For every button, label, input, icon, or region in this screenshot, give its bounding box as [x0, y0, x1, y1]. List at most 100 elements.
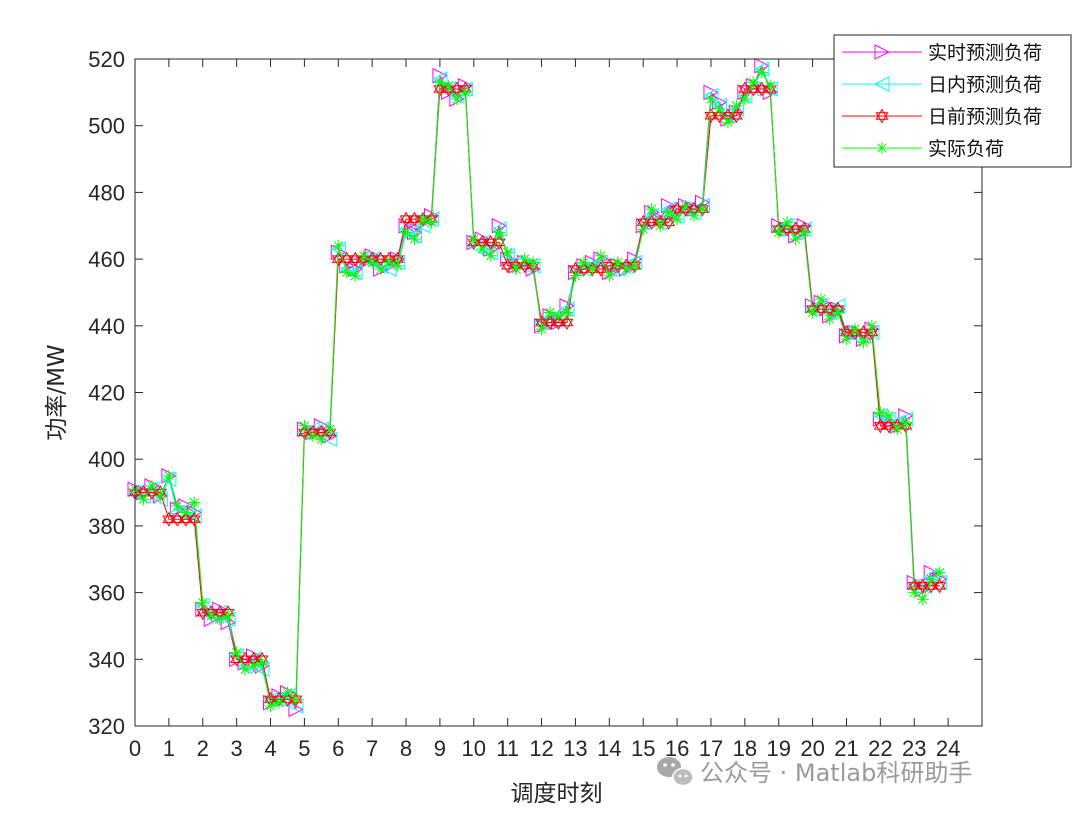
- data-point: [196, 596, 209, 609]
- data-point: [602, 258, 616, 274]
- data-point: [713, 103, 726, 116]
- data-point: [247, 659, 260, 672]
- data-point: [366, 256, 379, 269]
- data-point: [730, 99, 743, 112]
- data-point: [637, 223, 650, 236]
- data-point: [332, 239, 345, 252]
- data-point: [916, 593, 929, 606]
- x-tick-label: 24: [936, 736, 960, 761]
- data-point: [925, 573, 938, 586]
- series-4: [129, 66, 946, 712]
- data-point: [662, 206, 675, 219]
- y-tick-label: 460: [88, 247, 125, 272]
- data-point: [628, 259, 641, 272]
- data-point: [738, 93, 751, 106]
- data-point: [264, 699, 277, 712]
- data-point: [738, 81, 752, 97]
- data-point: [323, 423, 336, 436]
- x-tick-label: 5: [298, 736, 310, 761]
- data-point: [755, 81, 769, 97]
- data-point: [391, 259, 404, 272]
- data-point: [374, 251, 388, 267]
- data-point: [450, 81, 464, 97]
- data-point: [272, 696, 285, 709]
- data-point: [162, 469, 175, 482]
- data-point: [679, 199, 692, 212]
- y-tick-label: 420: [88, 381, 125, 406]
- data-point: [340, 251, 354, 267]
- data-point: [476, 243, 489, 256]
- data-point: [187, 511, 201, 527]
- data-point: [137, 493, 150, 506]
- x-tick-label: 15: [631, 736, 655, 761]
- data-point: [171, 499, 184, 512]
- data-point: [781, 216, 794, 229]
- data-point: [899, 416, 912, 429]
- data-point: [611, 256, 624, 269]
- x-tick-label: 10: [462, 736, 486, 761]
- data-point: [501, 246, 514, 259]
- data-point: [764, 79, 777, 92]
- series-line: [134, 71, 940, 707]
- data-point: [916, 578, 930, 594]
- data-point: [154, 489, 167, 502]
- x-tick-label: 9: [434, 736, 446, 761]
- data-point: [848, 323, 861, 336]
- data-point: [408, 211, 422, 227]
- y-tick-label: 500: [88, 114, 125, 139]
- data-point: [704, 108, 718, 124]
- data-point: [205, 609, 218, 622]
- data-point: [815, 293, 828, 306]
- data-point: [188, 496, 201, 509]
- data-point: [586, 263, 599, 276]
- data-point: [789, 233, 802, 246]
- x-tick-label: 7: [366, 736, 378, 761]
- data-point: [383, 256, 396, 269]
- data-point: [882, 418, 896, 434]
- data-point: [857, 336, 870, 349]
- x-axis-label: 调度时刻: [511, 781, 603, 807]
- data-point: [298, 419, 311, 432]
- data-point: [374, 263, 387, 276]
- legend-label: 实际负荷: [928, 138, 1004, 160]
- data-point: [349, 269, 362, 282]
- y-tick-label: 400: [88, 447, 125, 472]
- x-tick-label: 13: [563, 736, 587, 761]
- data-point: [865, 319, 878, 332]
- x-tick-label: 20: [800, 736, 824, 761]
- x-tick-label: 3: [231, 736, 243, 761]
- x-tick-label: 12: [529, 736, 553, 761]
- data-point: [688, 209, 701, 222]
- y-tick-label: 340: [88, 647, 125, 672]
- legend-entry: 实时预测负荷: [842, 42, 1042, 64]
- data-point: [552, 309, 565, 322]
- data-point: [340, 266, 353, 279]
- data-point: [670, 201, 684, 217]
- legend-box: [833, 34, 1072, 168]
- data-point: [814, 301, 828, 317]
- legend-label: 实时预测负荷: [928, 42, 1042, 64]
- data-point: [484, 234, 498, 250]
- y-tick-label: 380: [88, 514, 125, 539]
- x-tick-label: 16: [665, 736, 689, 761]
- data-point: [594, 261, 608, 277]
- data-point: [908, 586, 921, 599]
- x-tick-label: 2: [197, 736, 209, 761]
- x-tick-label: 23: [902, 736, 926, 761]
- y-tick-label: 480: [88, 180, 125, 205]
- data-point: [408, 233, 421, 246]
- y-tick-label: 440: [88, 314, 125, 339]
- data-point: [501, 258, 515, 274]
- x-tick-label: 1: [163, 736, 175, 761]
- data-point: [823, 301, 837, 317]
- data-point: [654, 219, 667, 232]
- data-point: [467, 233, 480, 246]
- watermark: 公众号 · Matlab科研助手: [657, 757, 972, 787]
- legend-marker: [873, 76, 890, 92]
- data-point: [560, 314, 574, 330]
- data-point: [933, 578, 947, 594]
- legend-entry: 日内预测负荷: [842, 74, 1042, 96]
- data-point: [416, 213, 429, 226]
- x-tick-label: 14: [597, 736, 621, 761]
- data-point: [348, 251, 362, 267]
